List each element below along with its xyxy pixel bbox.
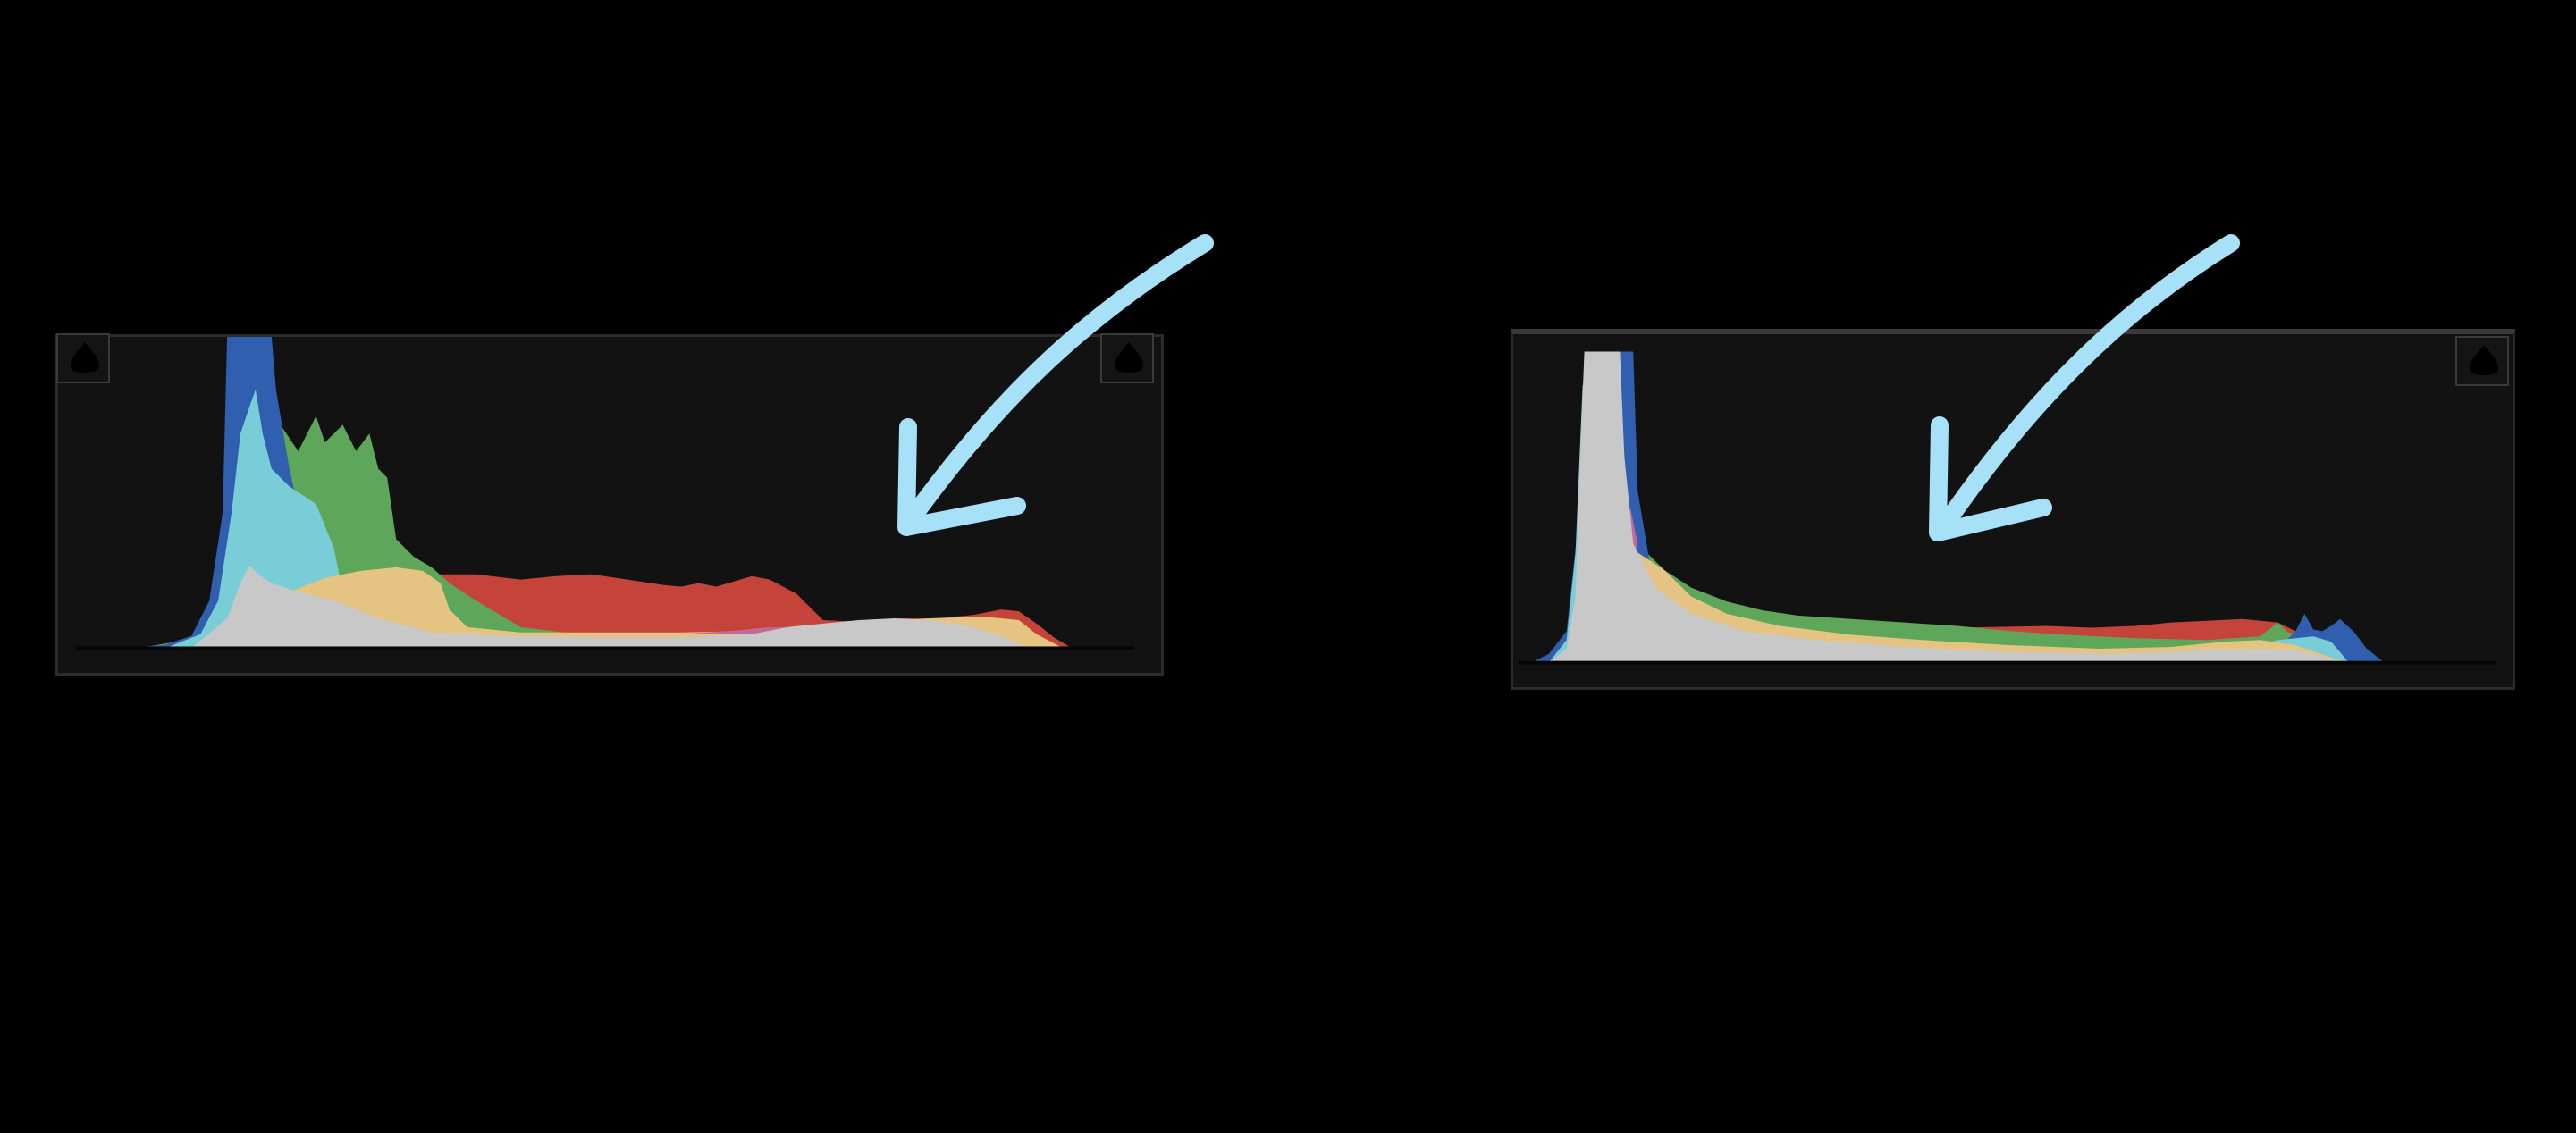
- shadow-clip-warning-icon: [71, 342, 99, 373]
- highlight-clip-warning-button[interactable]: [2455, 336, 2509, 386]
- left-histogram-graph: [75, 337, 1135, 650]
- histogram-baseline: [75, 646, 1135, 650]
- luminance-channel: [1548, 351, 2358, 663]
- shadow-clip-warning-button[interactable]: [56, 333, 110, 383]
- right-histogram-graph: [1518, 351, 2497, 665]
- right-histogram-panel: [1511, 329, 2515, 690]
- left-histogram-panel: [55, 333, 1164, 676]
- highlight-clip-warning-icon: [1115, 342, 1143, 373]
- histogram-baseline: [1518, 660, 2497, 665]
- highlight-clip-warning-button[interactable]: [1100, 333, 1154, 383]
- luminance-channel: [191, 565, 1028, 649]
- highlight-clip-warning-icon: [2470, 345, 2498, 375]
